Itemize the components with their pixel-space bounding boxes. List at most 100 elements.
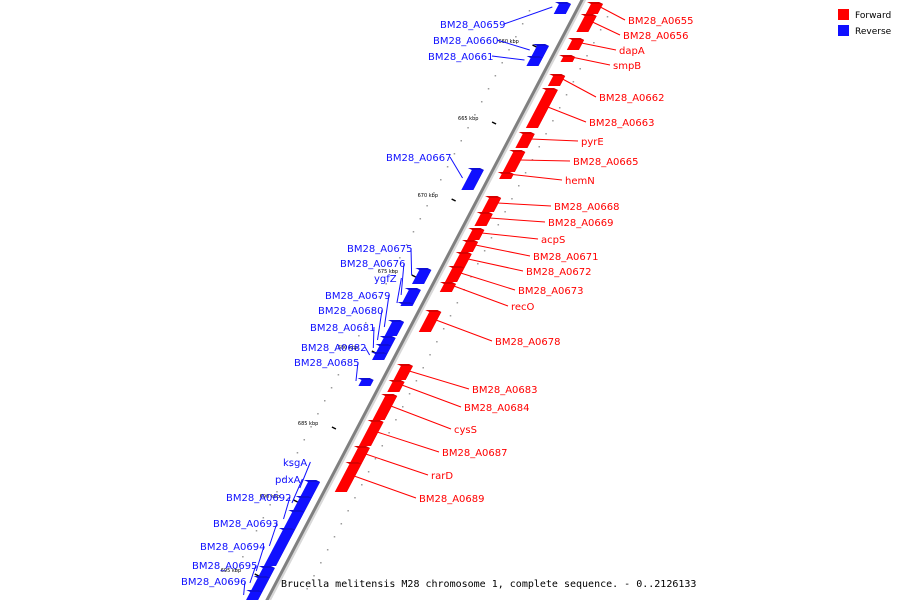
gene-feature[interactable] [250, 576, 270, 592]
kbp-tick-mark [254, 573, 260, 577]
gene-feature[interactable] [460, 240, 478, 252]
gene-feature[interactable] [263, 528, 295, 566]
gene-label[interactable]: acpS [541, 235, 565, 246]
minor-tick [333, 536, 336, 538]
gene-feature-top [568, 38, 585, 40]
gene-feature[interactable] [418, 310, 442, 332]
gene-label[interactable]: BM28_A0660 [433, 36, 499, 47]
gene-label[interactable]: BM28_A0662 [599, 93, 665, 104]
gene-label[interactable]: BM28_A0681 [310, 323, 376, 334]
gene-label[interactable]: pyrE [581, 137, 604, 148]
gene-label[interactable]: dapA [619, 46, 645, 57]
gene-feature[interactable] [397, 302, 414, 306]
gene-label[interactable]: rarD [431, 471, 453, 482]
gene-label[interactable]: smpB [613, 61, 641, 72]
gene-feature[interactable] [371, 352, 388, 360]
gene-feature[interactable] [379, 336, 396, 346]
gene-label[interactable]: BM28_A0665 [573, 157, 639, 168]
gene-label[interactable]: BM28_A0692 [226, 493, 292, 504]
gene-feature-top [485, 196, 502, 198]
minor-tick [419, 218, 422, 220]
gene-label[interactable]: BM28_A0673 [518, 286, 584, 297]
gene-feature[interactable] [393, 364, 413, 380]
gene-label[interactable]: BM28_A0655 [628, 16, 694, 27]
gene-label[interactable]: BM28_A0680 [318, 306, 384, 317]
gene-feature[interactable] [439, 282, 456, 292]
gene-label[interactable]: BM28_A0683 [472, 385, 538, 396]
gene-feature-top [448, 266, 465, 268]
gene-label[interactable]: ygfZ [374, 274, 397, 285]
gene-label[interactable]: BM28_A0663 [589, 118, 655, 129]
gene-feature-front [401, 290, 421, 304]
gene-leader-line [255, 545, 265, 572]
kbp-tick-label: 670 kbp [418, 193, 438, 199]
minor-tick [538, 146, 540, 148]
gene-label[interactable]: BM28_A0668 [554, 202, 620, 213]
gene-feature[interactable] [576, 14, 597, 32]
gene-feature[interactable] [525, 88, 558, 128]
gene-feature[interactable] [384, 320, 404, 336]
gene-feature[interactable] [481, 196, 502, 212]
gene-feature[interactable] [497, 172, 514, 179]
gene-feature[interactable] [530, 44, 549, 58]
gene-label[interactable]: BM28_A0675 [347, 244, 413, 255]
gene-feature[interactable] [257, 566, 275, 578]
gene-feature[interactable] [245, 590, 263, 600]
gene-feature[interactable] [526, 56, 543, 66]
gene-label[interactable]: BM28_A0696 [181, 577, 247, 588]
minor-tick [317, 413, 319, 415]
minor-tick [330, 387, 333, 389]
gene-label[interactable]: BM28_A0676 [340, 259, 406, 270]
gene-feature-top [295, 496, 312, 498]
gene-label[interactable]: BM28_A0679 [325, 291, 391, 302]
gene-feature[interactable] [461, 168, 484, 190]
gene-feature[interactable] [334, 462, 362, 492]
gene-label[interactable]: BM28_A0669 [548, 218, 614, 229]
gene-feature[interactable] [502, 150, 526, 172]
gene-label[interactable]: BM28_A0678 [495, 337, 561, 348]
minor-tick [269, 504, 271, 506]
gene-label[interactable]: pdxA [275, 475, 301, 486]
gene-feature[interactable] [358, 420, 384, 446]
gene-feature[interactable] [566, 38, 585, 50]
gene-label[interactable]: BM28_A0694 [200, 542, 266, 553]
gene-feature[interactable] [357, 378, 374, 386]
gene-feature[interactable] [349, 446, 370, 464]
gene-feature[interactable] [292, 496, 312, 512]
gene-feature[interactable] [474, 212, 493, 226]
gene-feature-top [371, 352, 388, 354]
gene-label[interactable]: BM28_A0661 [428, 52, 494, 63]
gene-label[interactable]: BM28_A0659 [440, 20, 506, 31]
minor-tick [508, 49, 510, 51]
gene-feature[interactable] [553, 2, 571, 14]
gene-feature[interactable] [467, 228, 485, 240]
gene-label[interactable]: BM28_A0685 [294, 358, 360, 369]
gene-label[interactable]: cysS [454, 425, 477, 436]
gene-feature[interactable] [411, 268, 432, 284]
gene-label[interactable]: BM28_A0672 [526, 267, 592, 278]
gene-feature[interactable] [372, 394, 398, 420]
gene-feature[interactable] [445, 266, 465, 282]
gene-label[interactable]: ksgA [283, 458, 307, 469]
gene-feature[interactable] [585, 2, 603, 14]
gene-feature[interactable] [282, 510, 305, 530]
gene-label[interactable]: BM28_A0689 [419, 494, 485, 505]
gene-label[interactable]: BM28_A0687 [442, 448, 508, 459]
gene-feature[interactable] [387, 380, 405, 392]
gene-label[interactable]: BM28_A0671 [533, 252, 599, 263]
gene-label[interactable]: BM28_A0682 [301, 343, 367, 354]
gene-label[interactable]: BM28_A0693 [213, 519, 279, 530]
gene-label[interactable]: recO [511, 302, 535, 313]
gene-label[interactable]: BM28_A0684 [464, 403, 530, 414]
gene-label[interactable]: BM28_A0695 [192, 561, 258, 572]
gene-feature[interactable] [401, 288, 421, 304]
kbp-tick-label: 690 kbp [260, 494, 280, 500]
gene-feature[interactable] [299, 480, 320, 498]
gene-feature[interactable] [515, 132, 535, 148]
gene-feature[interactable] [452, 252, 472, 268]
gene-feature[interactable] [547, 74, 566, 86]
gene-label[interactable]: BM28_A0656 [623, 31, 689, 42]
gene-label[interactable]: BM28_A0667 [386, 153, 452, 164]
gene-feature[interactable] [559, 55, 576, 62]
gene-label[interactable]: hemN [565, 176, 595, 187]
